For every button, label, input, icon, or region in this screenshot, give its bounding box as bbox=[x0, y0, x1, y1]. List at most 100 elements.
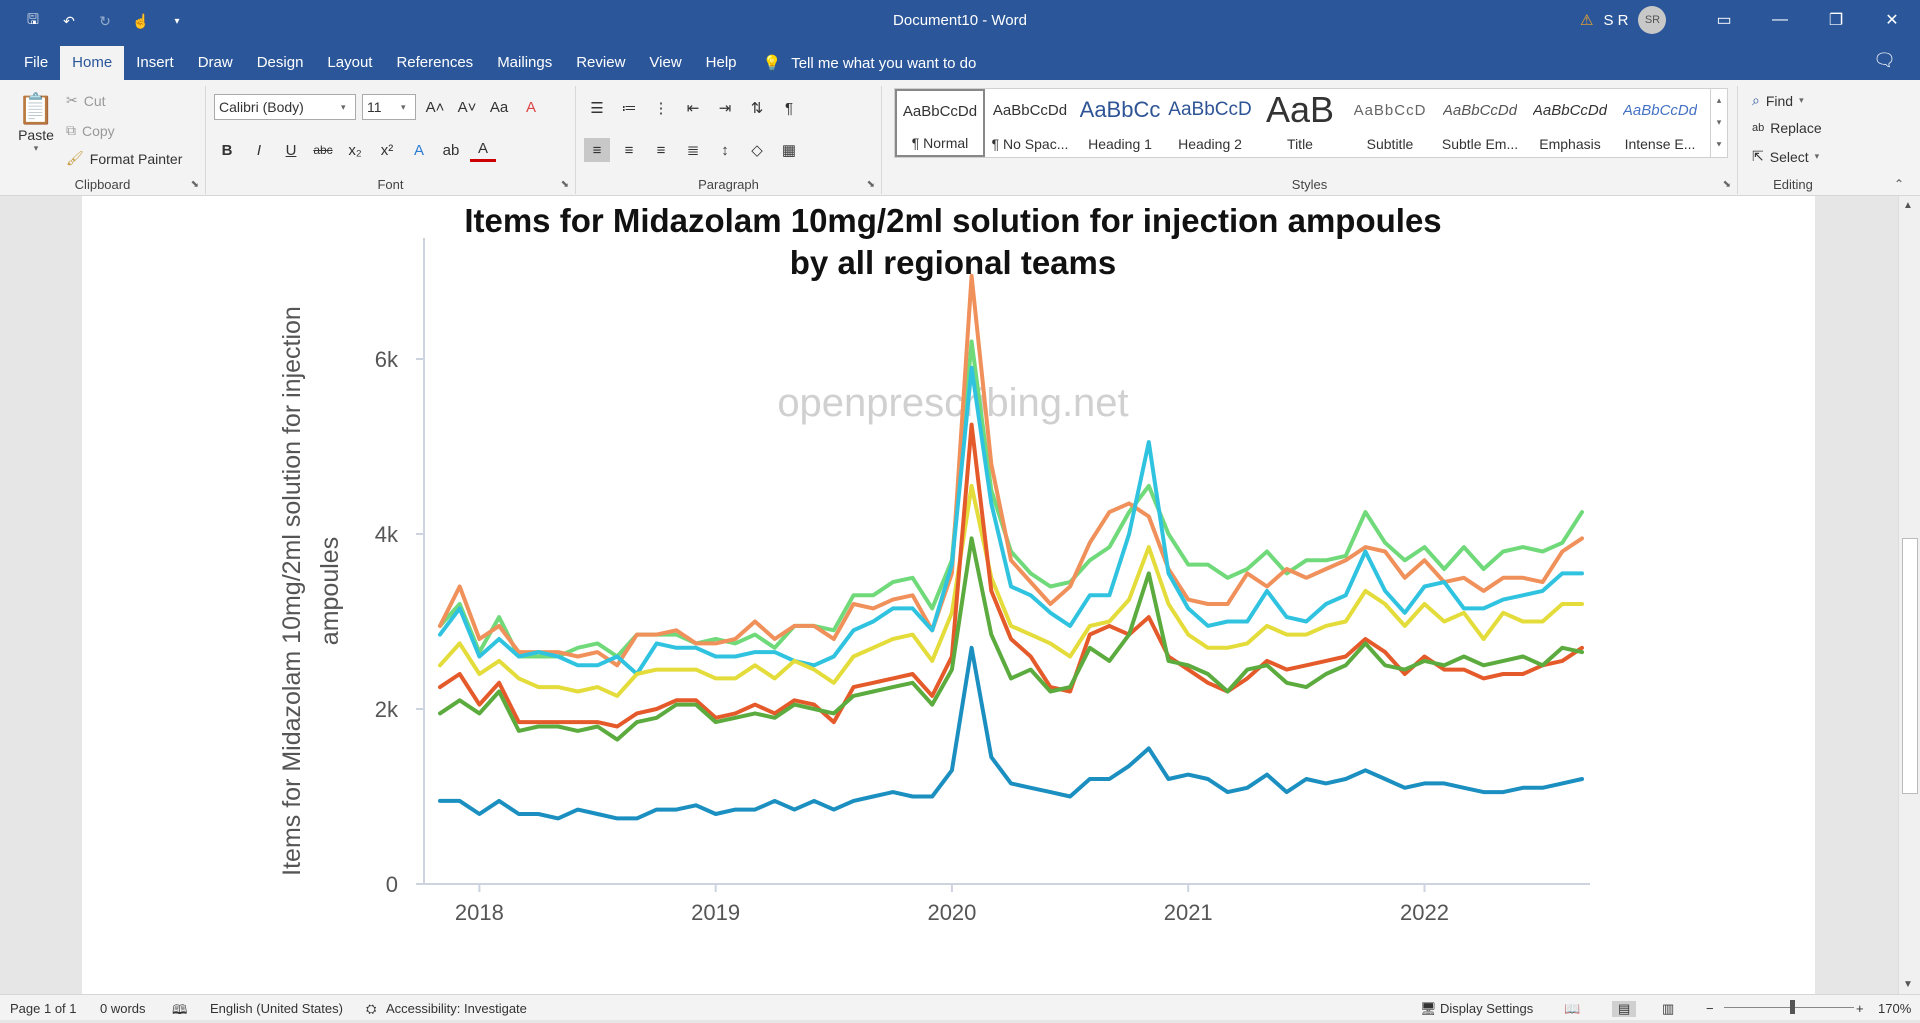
dialog-launcher-icon[interactable]: ⬊ bbox=[190, 179, 199, 190]
comments-icon[interactable]: 🗨 bbox=[1873, 50, 1896, 70]
replace-button[interactable]: ab Replace bbox=[1752, 120, 1822, 136]
redo-icon[interactable]: ↻ bbox=[99, 12, 111, 29]
change-case-icon[interactable]: Aa bbox=[489, 98, 509, 116]
style-title[interactable]: AaB Title bbox=[1255, 89, 1345, 157]
accessibility-icon[interactable]: ⛭ bbox=[366, 1001, 377, 1016]
touch-mode-icon[interactable]: ☝ bbox=[132, 12, 150, 29]
gallery-more-icon[interactable]: ⯆ bbox=[1715, 140, 1723, 151]
format-painter-button[interactable]: 🖌 Format Painter bbox=[66, 150, 182, 167]
close-button[interactable]: ✕ bbox=[1885, 12, 1899, 29]
superscript-icon[interactable]: x² bbox=[380, 141, 394, 159]
chevron-down-icon[interactable]: ▾ bbox=[1716, 117, 1722, 128]
tab-draw[interactable]: Draw bbox=[197, 54, 233, 71]
language[interactable]: English (United States) bbox=[210, 1001, 343, 1016]
chevron-up-icon[interactable]: ▴ bbox=[1716, 94, 1722, 105]
font-family-select[interactable]: Calibri (Body) ▾ bbox=[214, 94, 356, 120]
proofing-icon[interactable]: 🕮 bbox=[172, 1002, 188, 1017]
tab-help[interactable]: Help bbox=[705, 54, 737, 71]
tab-file[interactable]: File bbox=[24, 54, 49, 71]
shading-icon[interactable]: ◇ bbox=[751, 142, 763, 159]
display-settings-icon[interactable]: 🖥 bbox=[1420, 1001, 1437, 1016]
borders-icon[interactable]: ▦ bbox=[781, 142, 797, 159]
page-count[interactable]: Page 1 of 1 bbox=[10, 1001, 77, 1016]
highlight-icon[interactable]: ab bbox=[442, 141, 460, 159]
avatar[interactable]: SR bbox=[1638, 6, 1667, 34]
dialog-launcher-icon[interactable]: ⬊ bbox=[560, 179, 569, 190]
tab-review[interactable]: Review bbox=[576, 54, 626, 71]
copy-button[interactable]: ⧉ Copy bbox=[66, 122, 115, 139]
customize-qat-icon[interactable]: ▾ bbox=[174, 15, 180, 27]
shrink-font-icon[interactable]: A˅ bbox=[457, 98, 477, 116]
tab-mailings[interactable]: Mailings bbox=[497, 54, 553, 71]
text-effects-icon[interactable]: A bbox=[413, 141, 424, 159]
dialog-launcher-icon[interactable]: ⬊ bbox=[866, 179, 875, 190]
tab-home[interactable]: Home bbox=[60, 46, 125, 80]
document-page[interactable]: Items for Midazolam 10mg/2ml solution fo… bbox=[82, 196, 1815, 994]
scroll-down-icon[interactable]: ▼ bbox=[1903, 979, 1913, 990]
paste-button[interactable]: 📋 Paste ▾ bbox=[14, 92, 58, 154]
undo-icon[interactable]: ↶ bbox=[63, 12, 75, 29]
tab-references[interactable]: References bbox=[396, 54, 474, 71]
decrease-indent-icon[interactable]: ⇤ bbox=[686, 100, 700, 117]
numbering-icon[interactable]: ≔ bbox=[621, 100, 637, 117]
zoom-slider[interactable] bbox=[1724, 1007, 1854, 1008]
web-layout-icon[interactable]: ▥ bbox=[1662, 1001, 1675, 1016]
word-count[interactable]: 0 words bbox=[100, 1001, 146, 1016]
ribbon-display-icon[interactable]: ▭ bbox=[1716, 12, 1732, 29]
warning-icon[interactable]: ⚠ bbox=[1580, 12, 1594, 29]
gallery-scroll[interactable]: ▴ ▾ ⯆ bbox=[1710, 88, 1728, 158]
subscript-icon[interactable]: x₂ bbox=[348, 141, 362, 159]
zoom-slider-thumb[interactable] bbox=[1790, 1000, 1795, 1014]
clear-formatting-icon[interactable]: A bbox=[525, 98, 536, 116]
strikethrough-icon[interactable]: abc bbox=[313, 143, 333, 157]
style-emphasis[interactable]: AaBbCcDd Emphasis bbox=[1525, 89, 1615, 157]
tab-view[interactable]: View bbox=[649, 54, 682, 71]
align-center-icon[interactable]: ≡ bbox=[624, 141, 634, 159]
dialog-launcher-icon[interactable]: ⬊ bbox=[1722, 179, 1731, 190]
increase-indent-icon[interactable]: ⇥ bbox=[718, 100, 732, 117]
restore-button[interactable]: ❐ bbox=[1828, 12, 1844, 29]
print-layout-icon[interactable]: ▤ bbox=[1612, 1001, 1637, 1017]
scroll-up-icon[interactable]: ▲ bbox=[1903, 200, 1913, 211]
style-subtle-emphasis[interactable]: AaBbCcDd Subtle Em... bbox=[1435, 89, 1525, 157]
minimize-button[interactable]: — bbox=[1772, 11, 1788, 28]
grow-font-icon[interactable]: A˄ bbox=[425, 98, 445, 116]
multilevel-list-icon[interactable]: ⋮ bbox=[653, 100, 669, 117]
style-heading-2[interactable]: AaBbCcD Heading 2 bbox=[1165, 89, 1255, 157]
align-right-icon[interactable]: ≡ bbox=[656, 141, 666, 159]
zoom-level[interactable]: 170% bbox=[1878, 1001, 1912, 1016]
justify-icon[interactable]: ≣ bbox=[686, 142, 700, 159]
display-settings[interactable]: Display Settings bbox=[1440, 1001, 1534, 1016]
read-mode-icon[interactable]: 📖 bbox=[1564, 1001, 1581, 1016]
scroll-thumb[interactable] bbox=[1902, 538, 1918, 794]
tab-insert[interactable]: Insert bbox=[136, 54, 174, 71]
line-spacing-icon[interactable]: ↕ bbox=[721, 141, 729, 159]
vertical-scrollbar[interactable]: ▲ ▼ bbox=[1898, 196, 1920, 994]
cut-button[interactable]: ✂ Cut bbox=[66, 92, 106, 109]
italic-icon[interactable]: I bbox=[256, 141, 262, 159]
font-size-select[interactable]: 11 ▾ bbox=[362, 94, 416, 120]
tab-layout[interactable]: Layout bbox=[327, 54, 373, 71]
pilcrow-icon[interactable]: ¶ bbox=[784, 99, 794, 117]
find-button[interactable]: ⌕ Find ▾ bbox=[1752, 92, 1809, 109]
tab-design[interactable]: Design bbox=[256, 54, 304, 71]
tell-me-box[interactable]: 💡 Tell me what you want to do bbox=[763, 46, 977, 80]
bullets-icon[interactable]: ☰ bbox=[590, 100, 604, 117]
select-button[interactable]: ⇱ Select ▾ bbox=[1752, 148, 1825, 165]
style-no-spacing[interactable]: AaBbCcDd ¶ No Spac... bbox=[985, 89, 1075, 157]
style-subtitle[interactable]: AaBbCcD Subtitle bbox=[1345, 89, 1435, 157]
save-icon[interactable]: 🖫 bbox=[27, 11, 39, 27]
zoom-in-icon[interactable]: + bbox=[1856, 1001, 1864, 1016]
style-intense-emphasis[interactable]: AaBbCcDd Intense E... bbox=[1615, 89, 1705, 157]
accessibility-status[interactable]: Accessibility: Investigate bbox=[386, 1001, 527, 1016]
font-color-icon[interactable]: A bbox=[470, 138, 496, 162]
style-normal[interactable]: AaBbCcDd ¶ Normal bbox=[895, 89, 985, 157]
bold-icon[interactable]: B bbox=[221, 141, 233, 159]
sort-icon[interactable]: ⇅ bbox=[750, 100, 764, 117]
underline-icon[interactable]: U bbox=[285, 141, 297, 159]
align-left-icon[interactable]: ≡ bbox=[584, 138, 610, 162]
style-heading-1[interactable]: AaBbCc Heading 1 bbox=[1075, 89, 1165, 157]
collapse-ribbon-icon[interactable]: ⌃ bbox=[1893, 177, 1904, 191]
zoom-out-icon[interactable]: − bbox=[1706, 1001, 1714, 1016]
user-account[interactable]: ⚠ S R SR bbox=[1580, 6, 1667, 34]
